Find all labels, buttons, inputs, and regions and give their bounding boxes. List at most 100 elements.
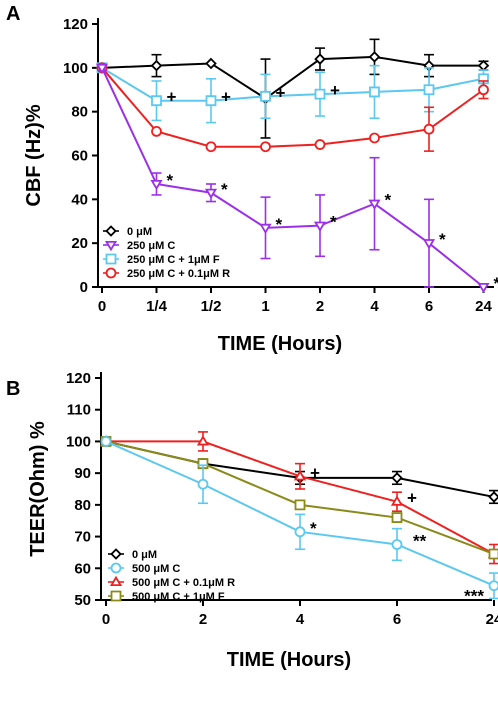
series-line: [101, 66, 484, 102]
data-point: [294, 526, 306, 538]
data-point: [260, 141, 271, 153]
panel-letter: A: [6, 3, 20, 25]
data-point: [197, 478, 209, 490]
significance-marker: ***: [464, 587, 484, 606]
legend-label: 500 μM C + 0.1μM R: [132, 577, 235, 589]
y-tick-label: 20: [71, 235, 88, 252]
data-point: [423, 84, 435, 96]
significance-marker: +: [221, 88, 231, 107]
data-point: [368, 199, 381, 210]
legend-label: 500 μM C: [132, 563, 180, 575]
legend-label: 0 μM: [127, 226, 152, 238]
data-point: [205, 95, 217, 107]
data-point: [423, 123, 435, 135]
data-point: [259, 223, 272, 235]
data-point: [391, 512, 403, 523]
data-point: [293, 470, 307, 481]
series-250-m-c: * * * * * * *: [95, 63, 498, 294]
panel-letter: B: [6, 378, 20, 400]
data-point: [151, 95, 162, 107]
legend-label: 0 μM: [132, 549, 157, 561]
y-tick-label: 90: [74, 465, 91, 482]
y-tick-label: 50: [74, 592, 91, 609]
legend-marker: [105, 225, 117, 237]
significance-marker: +: [407, 489, 417, 508]
panel-b: B5060708090100110120024624TIME (Hours)TE…: [6, 370, 498, 671]
x-tick-label: 1/4: [146, 298, 168, 315]
y-tick-label: 60: [71, 148, 88, 165]
data-point: [488, 580, 498, 592]
data-point: [391, 472, 403, 484]
x-tick-label: 24: [486, 611, 498, 628]
data-point: [151, 125, 162, 137]
significance-marker: *: [276, 215, 283, 234]
data-point: [369, 132, 380, 144]
significance-marker: *: [167, 171, 174, 190]
legend-marker: [110, 590, 122, 602]
legend-marker: [105, 267, 117, 279]
data-point: [488, 548, 498, 560]
x-tick-label: 24: [475, 298, 492, 315]
x-tick-label: 2: [316, 298, 324, 315]
data-point: [422, 239, 436, 250]
data-point: [488, 491, 498, 503]
significance-marker: +: [167, 88, 177, 107]
data-point: [368, 51, 381, 63]
x-axis-title: TIME (Hours): [218, 333, 342, 355]
x-axis-title: TIME (Hours): [227, 649, 351, 671]
x-tick-label: 6: [425, 298, 433, 315]
data-point: [390, 495, 404, 506]
significance-marker: +: [310, 463, 320, 482]
significance-marker: *: [439, 230, 446, 249]
significance-marker: *: [494, 274, 498, 293]
series-500-m-c: ******: [100, 436, 498, 606]
data-point: [313, 221, 327, 232]
y-axis-title: CBF (Hz)%: [23, 104, 45, 206]
data-point: [477, 59, 490, 72]
x-tick-label: 1/2: [201, 298, 222, 315]
data-point: [314, 88, 326, 100]
data-point: [150, 179, 163, 191]
legend-marker: [105, 253, 117, 265]
data-point: [478, 84, 489, 96]
significance-marker: *: [385, 191, 392, 210]
data-point: [150, 59, 163, 72]
legend: 0 μM 250 μM C 250 μM C + 1μM F 250 μM C + 0…: [103, 225, 230, 280]
significance-marker: *: [310, 519, 317, 538]
x-tick-label: 4: [296, 611, 305, 628]
y-tick-label: 100: [63, 60, 88, 77]
significance-marker: *: [221, 180, 228, 199]
data-point: [260, 90, 271, 102]
x-tick-label: 0: [102, 611, 110, 628]
series-line: [101, 67, 485, 148]
y-tick-label: 100: [66, 433, 91, 450]
data-point: [369, 86, 380, 98]
legend-label: 500 μM C + 1μM F: [132, 591, 225, 603]
y-tick-label: 120: [63, 16, 88, 33]
y-axis-title: TEER(Ohm) %: [27, 421, 49, 557]
data-point: [314, 139, 326, 150]
data-point: [204, 188, 218, 200]
y-tick-label: 80: [71, 104, 88, 121]
x-tick-label: 6: [393, 611, 401, 628]
series-250-m-c-0-1-m-r: [96, 62, 489, 153]
series-line: [101, 67, 485, 288]
y-tick-label: 120: [66, 370, 91, 387]
y-tick-label: 40: [71, 191, 88, 208]
data-point: [477, 282, 490, 294]
data-point: [196, 435, 210, 446]
x-tick-label: 2: [199, 611, 207, 628]
significance-marker: *: [330, 213, 337, 232]
data-point: [205, 141, 217, 153]
legend-label: 250 μM C + 1μM F: [127, 254, 220, 266]
y-tick-label: 70: [74, 529, 91, 546]
legend-marker: [109, 575, 123, 587]
data-point: [294, 499, 306, 511]
legend-label: 250 μM C + 0.1μM R: [127, 268, 230, 280]
x-tick-label: 4: [370, 298, 379, 315]
legend-marker: [110, 562, 122, 574]
significance-marker: +: [276, 83, 286, 102]
data-point: [391, 539, 403, 550]
data-point: [100, 436, 112, 447]
